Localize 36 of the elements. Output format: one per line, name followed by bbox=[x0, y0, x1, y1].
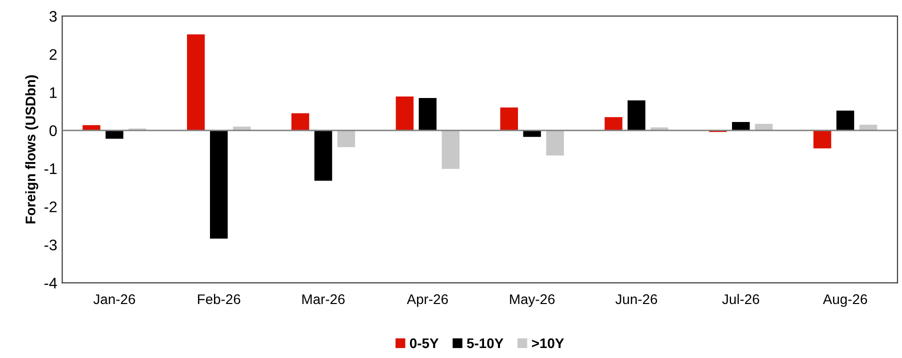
bar bbox=[314, 130, 332, 181]
x-tick-label: Feb-26 bbox=[198, 294, 240, 304]
bar bbox=[418, 98, 437, 130]
y-tick-label: 2 bbox=[50, 49, 57, 60]
y-axis-title: Foreign flows (USDbn) bbox=[25, 75, 38, 224]
x-tick-label: Jan-26 bbox=[93, 294, 136, 304]
x-tick-label: Jun-26 bbox=[615, 294, 658, 304]
y-tick-label: 3 bbox=[49, 10, 57, 22]
bar bbox=[442, 130, 460, 169]
y-tick-label: -4 bbox=[44, 278, 57, 288]
bar bbox=[546, 130, 564, 156]
bar bbox=[291, 113, 310, 130]
bar bbox=[106, 130, 124, 139]
bar bbox=[187, 34, 205, 130]
x-tick-label: Jul-26 bbox=[722, 294, 760, 304]
bar bbox=[628, 100, 646, 130]
y-tick-label: -3 bbox=[44, 240, 57, 250]
bar bbox=[836, 110, 854, 130]
legend-label: 5-10Y bbox=[466, 338, 504, 348]
x-tick-label: Aug-26 bbox=[822, 294, 868, 307]
bar bbox=[813, 130, 832, 148]
legend-label: >10Y bbox=[532, 338, 564, 348]
bar bbox=[500, 108, 518, 130]
x-tick-label: May-26 bbox=[510, 294, 555, 307]
y-tick-label: 0 bbox=[49, 125, 57, 136]
y-tick-label: -2 bbox=[44, 201, 57, 212]
bar bbox=[210, 130, 228, 239]
bar bbox=[337, 130, 356, 148]
y-tick-label: 1 bbox=[50, 87, 57, 98]
x-tick-label: Mar-26 bbox=[302, 294, 345, 304]
bar bbox=[523, 130, 541, 137]
y-tick-label: -1 bbox=[44, 164, 57, 174]
bar bbox=[604, 117, 622, 130]
bar bbox=[396, 96, 414, 130]
x-tick-label: Apr-26 bbox=[406, 294, 448, 307]
legend-label: 0-5Y bbox=[410, 338, 439, 348]
